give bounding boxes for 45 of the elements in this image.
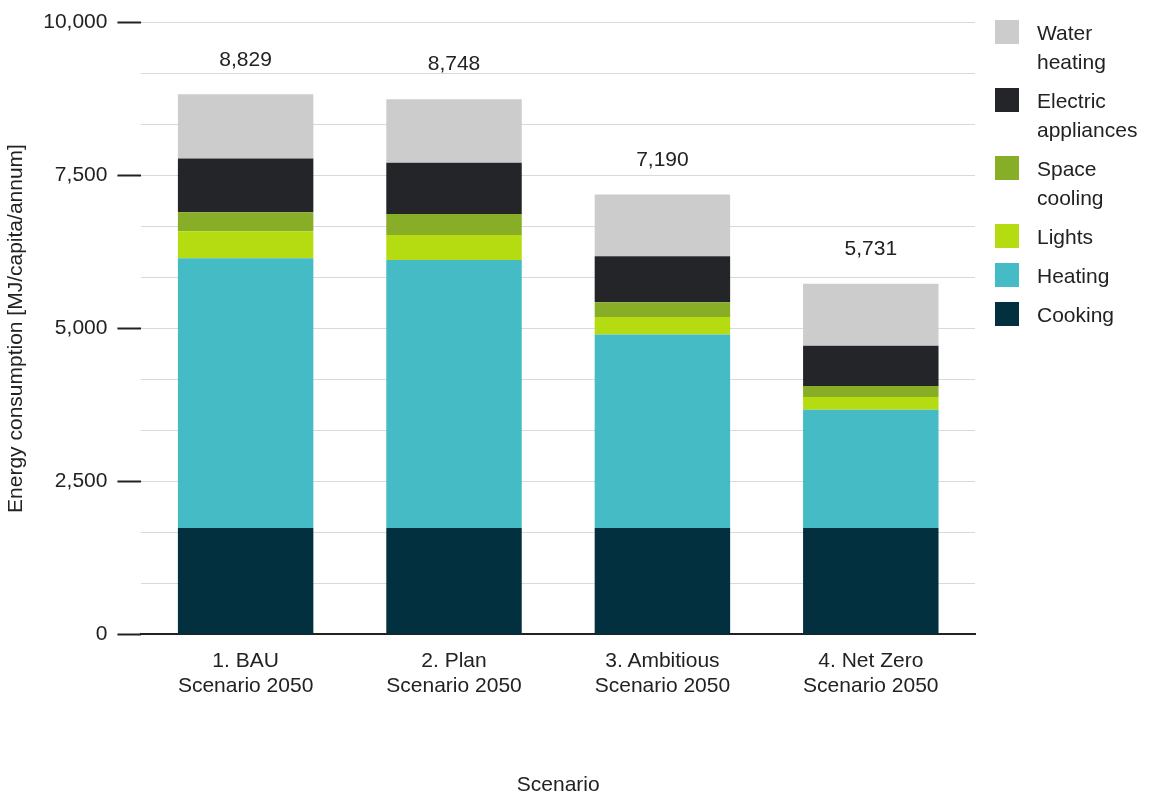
x-tick-label: 3. Ambitious Scenario 2050 [594,647,731,696]
y-tick-label: 5,000 [54,315,108,339]
bar [803,386,939,398]
bar [803,345,939,387]
bar [177,212,314,232]
legend-label: Heating [1037,263,1110,289]
bar [386,259,522,528]
legend-label: Electric appliances [1037,88,1139,143]
x-axis-title: Scenario [516,772,600,796]
legend-label: Lights [1037,224,1094,250]
x-tick-label: 2. Plan Scenario 2050 [386,647,522,696]
bar [177,527,314,634]
bar [177,231,314,259]
bar [594,316,731,335]
x-tick-label: 4. Net Zero Scenario 2050 [803,647,939,696]
bar [386,214,522,235]
bar [594,256,731,303]
bar [177,258,314,528]
bar [177,158,314,213]
bar [386,162,522,215]
y-tick-label: 10,000 [43,9,108,33]
bar [803,409,939,528]
total-label: 8,829 [219,46,272,70]
bar [803,527,939,634]
legend-label: Space cooling [1037,156,1105,211]
x-tick-label: 1. BAU Scenario 2050 [177,647,314,696]
y-tick-label: 7,500 [54,162,108,186]
bar [803,397,939,410]
total-label: 5,731 [844,236,898,260]
legend-label: Water heating [1037,20,1107,75]
bar [177,94,314,159]
bar [386,527,522,634]
bar [594,302,731,317]
y-axis-title: Energy consumption [MJ/capita/annum] [3,144,27,513]
bar [594,527,731,634]
y-tick-label: 2,500 [54,468,108,492]
bar [803,283,939,346]
bar [594,334,731,528]
total-label: 8,748 [427,51,481,75]
legend-label: Cooking [1037,302,1115,328]
bar [594,194,731,257]
bar [386,234,522,260]
bar [386,99,522,163]
total-label: 7,190 [636,146,689,170]
y-tick-label: 0 [95,621,108,645]
